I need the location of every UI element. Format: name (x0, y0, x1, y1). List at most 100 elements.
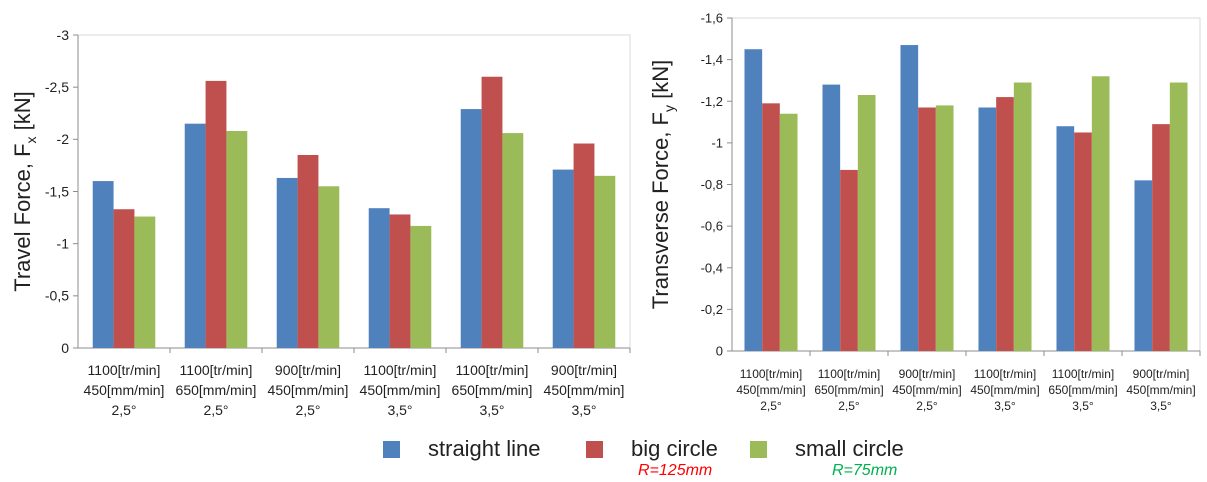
legend-item-straight-line: straight line (383, 436, 541, 462)
fy-bar-small-circle-2 (857, 95, 876, 351)
fy-bar-straight-line-6 (1134, 180, 1153, 351)
legend-swatch-big-circle (586, 440, 603, 458)
legend-note-big-circle: R=125mm (638, 462, 713, 479)
fy-bar-big-circle-4 (996, 97, 1014, 352)
fx-bar-big-circle-4 (389, 214, 411, 348)
fx-bar-small-circle-5 (502, 133, 524, 348)
fx-y-tick-label: -1 (57, 236, 70, 252)
fx-bar-big-circle-1 (113, 209, 135, 348)
fy-y-tick-label: -0,8 (701, 177, 723, 192)
fy-bar-small-circle-5 (1091, 76, 1110, 352)
fy-y-tick-label: -1,6 (701, 11, 723, 26)
fx-x-category-label: 450[mm/min] (268, 382, 349, 398)
fx-bar-big-circle-5 (481, 76, 503, 348)
fy-bar-small-circle-4 (1013, 82, 1032, 352)
fx-bar-straight-line-2 (184, 123, 206, 348)
legend-label-small-circle: small circle (795, 436, 904, 461)
fx-x-category-label: 3,5° (479, 402, 504, 418)
fy-y-tick-label: 0 (716, 344, 723, 359)
fy-y-tick-label: -1,2 (701, 94, 723, 109)
fx-y-tick-label: -0,5 (45, 288, 69, 304)
fy-x-category-label: 900[tr/min] (1133, 367, 1190, 381)
fx-x-category-label: 3,5° (387, 402, 412, 418)
fx-y-axis-title: Travel Force, Fx [kN] (10, 91, 39, 292)
fx-bar-small-circle-1 (134, 216, 156, 348)
fy-x-category-label: 450[mm/min] (736, 383, 805, 397)
fy-x-category-label: 2,5° (916, 399, 938, 413)
fx-bar-straight-line-1 (92, 181, 114, 348)
fy-bar-straight-line-5 (1056, 126, 1075, 351)
legend-swatch-small-circle (750, 440, 767, 458)
fy-y-tick-label: -0,4 (701, 260, 723, 275)
fy-x-category-label: 450[mm/min] (1126, 383, 1195, 397)
fy-x-category-label: 1100[tr/min] (818, 367, 880, 381)
legend-swatch-straight-line (383, 440, 400, 458)
fy-y-tick-label: -1,4 (701, 52, 723, 67)
fx-x-category-label: 450[mm/min] (544, 382, 625, 398)
travel-force-chart: 0 -0,5 -1 -1,5 -2 -2,5 -3 Travel Force, Fx [kN]… (10, 27, 631, 418)
fy-bar-straight-line-3 (900, 45, 919, 352)
fy-bar-straight-line-2 (822, 84, 841, 351)
fy-x-category-label: 2,5° (760, 399, 782, 413)
fx-x-category-label: 2,5° (111, 402, 136, 418)
fy-bar-straight-line-4 (978, 107, 997, 352)
fy-y-tick-label: -0,6 (701, 219, 723, 234)
legend-item-big-circle: big circle (586, 436, 718, 462)
fy-x-category-label: 1100[tr/min] (1052, 367, 1114, 381)
fy-bar-big-circle-6 (1152, 124, 1170, 351)
legend-note-small-circle: R=75mm (832, 462, 898, 479)
fx-bar-small-circle-6 (594, 175, 616, 348)
fx-x-category-label: 1100[tr/min] (88, 362, 161, 378)
fx-bar-big-circle-6 (573, 143, 595, 348)
transverse-force-chart: 0 -0,2 -0,4 -0,6 -0,8 -1 -1,2 -1,4 -1,6 Transvers… (648, 11, 1201, 413)
fy-y-axis-title: Transverse Force, Fy [kN] (648, 60, 677, 309)
fy-x-category-label: 3,5° (1150, 399, 1172, 413)
fx-x-category-label: 3,5° (571, 402, 596, 418)
fx-y-tick-label: -2 (57, 131, 70, 147)
fx-bar-big-circle-2 (205, 80, 227, 348)
fy-x-category-label: 2,5° (838, 399, 860, 413)
fy-bar-big-circle-3 (918, 107, 936, 352)
fx-y-tick-label: -3 (57, 27, 70, 43)
fx-x-category-label: 1100[tr/min] (364, 362, 437, 378)
fx-x-category-label: 450[mm/min] (84, 382, 165, 398)
fx-bar-small-circle-3 (318, 186, 340, 348)
fx-y-tick-label: 0 (61, 340, 69, 356)
fx-bar-small-circle-2 (226, 130, 248, 348)
fy-x-category-label: 3,5° (1072, 399, 1094, 413)
fx-bar-straight-line-4 (368, 208, 390, 348)
fy-x-category-label: 3,5° (994, 399, 1016, 413)
fx-bar-straight-line-3 (276, 177, 298, 348)
fx-bar-straight-line-6 (552, 169, 574, 348)
fx-x-category-label: 900[tr/min] (275, 362, 341, 378)
fy-y-tick-label: -1 (711, 135, 723, 150)
fy-plot-frame (731, 17, 1201, 352)
fy-bar-straight-line-1 (744, 49, 763, 351)
legend: straight line big circle R=125mm small c… (0, 432, 1207, 482)
legend-label-big-circle: big circle (631, 436, 718, 461)
fy-x-category-label: 450[mm/min] (892, 383, 961, 397)
fx-x-category-label: 650[mm/min] (176, 382, 257, 398)
fx-y-tick-label: -2,5 (45, 79, 69, 95)
fx-x-category-label: 1100[tr/min] (180, 362, 253, 378)
fy-bar-small-circle-3 (935, 105, 954, 351)
fx-bar-big-circle-3 (297, 154, 319, 348)
fy-x-category-label: 650[mm/min] (1048, 383, 1117, 397)
legend-label-straight-line: straight line (428, 436, 541, 461)
fy-bar-small-circle-6 (1169, 82, 1188, 352)
fy-bar-small-circle-1 (779, 113, 798, 351)
fx-x-category-label: 1100[tr/min] (456, 362, 529, 378)
fy-x-category-label: 1100[tr/min] (974, 367, 1036, 381)
fy-x-category-label: 900[tr/min] (899, 367, 956, 381)
fx-x-category-label: 900[tr/min] (551, 362, 617, 378)
fx-bar-straight-line-5 (460, 109, 482, 349)
fx-x-category-label: 2,5° (203, 402, 228, 418)
fy-bar-big-circle-1 (762, 103, 780, 351)
fx-plot-frame (77, 34, 631, 349)
fy-x-category-label: 1100[tr/min] (740, 367, 802, 381)
fx-x-category-label: 650[mm/min] (452, 382, 533, 398)
fx-y-tick-label: -1,5 (45, 183, 69, 199)
legend-item-small-circle: small circle (750, 436, 904, 462)
fx-x-category-label: 450[mm/min] (360, 382, 441, 398)
fy-bar-big-circle-2 (840, 169, 858, 351)
